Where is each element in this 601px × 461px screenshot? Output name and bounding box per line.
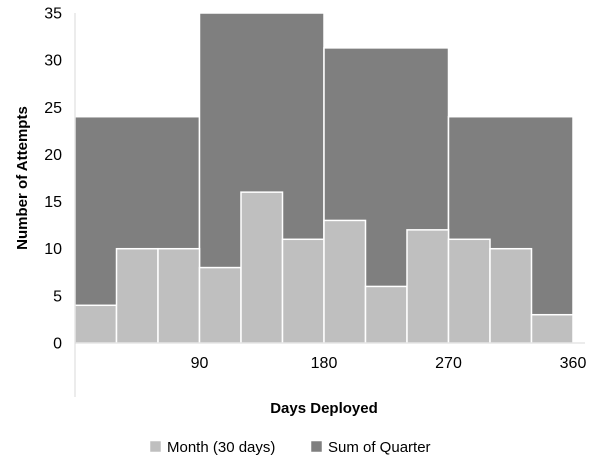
legend-label: Month (30 days) — [167, 439, 275, 456]
month-bar-10 — [447, 238, 491, 344]
legend-label: Sum of Quarter — [328, 439, 431, 456]
month-bar-4 — [198, 266, 242, 344]
x-axis-title: Days Deployed — [270, 400, 378, 417]
y-axis-title: Number of Attempts — [14, 106, 31, 250]
y-tick-label: 15 — [44, 194, 62, 211]
month-bar-8 — [364, 285, 408, 344]
x-tick-labels: 90 180 270 360 — [191, 355, 587, 372]
month-bar-9 — [406, 229, 450, 344]
y-tick-labels: 0 5 10 15 20 25 30 35 — [44, 6, 62, 353]
month-bar-1 — [74, 304, 118, 344]
x-tick-label: 360 — [560, 355, 587, 372]
x-tick-label: 270 — [435, 355, 462, 372]
y-tick-label: 25 — [44, 100, 62, 117]
month-bar-2 — [115, 247, 159, 344]
y-tick-label: 20 — [44, 147, 62, 164]
x-tick-label: 90 — [191, 355, 209, 372]
month-bar-5 — [240, 191, 284, 344]
month-bar-12 — [530, 313, 574, 344]
month-bar-6 — [281, 238, 325, 344]
y-tick-label: 30 — [44, 53, 62, 70]
month-bar-11 — [489, 247, 533, 344]
y-tick-label: 5 — [53, 288, 62, 305]
month-bar-7 — [323, 219, 367, 344]
x-tick-label: 180 — [311, 355, 338, 372]
legend: Month (30 days) Sum of Quarter — [149, 439, 431, 456]
y-tick-label: 0 — [53, 336, 62, 353]
legend-swatch — [310, 440, 323, 453]
y-tick-label: 10 — [44, 241, 62, 258]
y-tick-label: 35 — [44, 6, 62, 23]
legend-swatch — [149, 440, 162, 453]
month-bar-3 — [157, 247, 201, 344]
